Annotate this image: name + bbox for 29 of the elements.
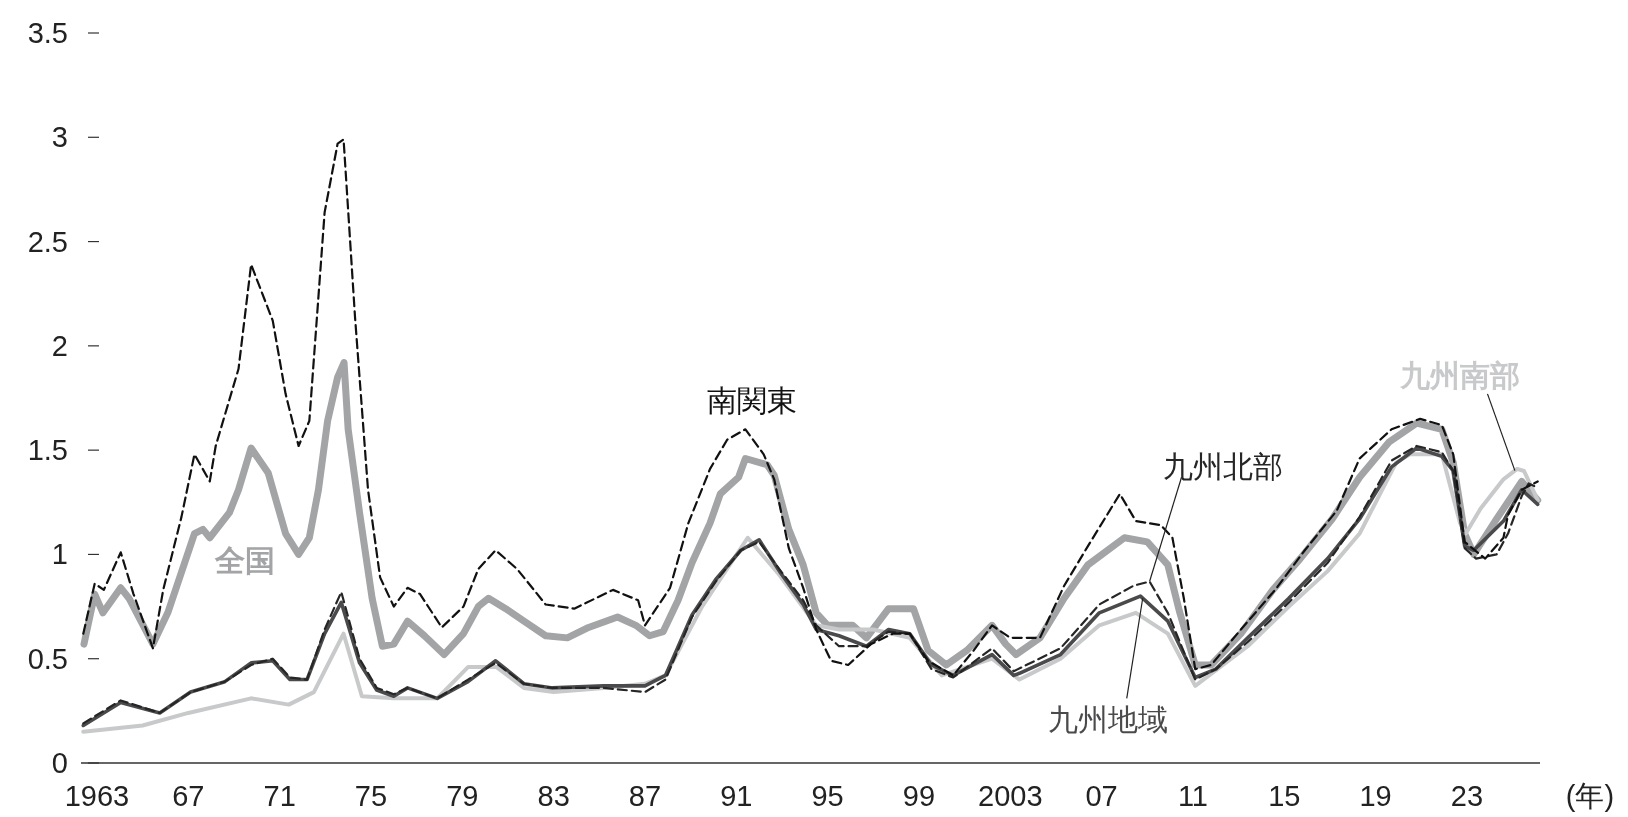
y-tick-label: 1 <box>51 538 68 571</box>
x-tick-label: 19 <box>1359 780 1392 812</box>
y-tick-label: 3.5 <box>27 17 68 49</box>
y-tick-label: 0.5 <box>27 642 68 675</box>
y-tick-label: 2 <box>51 329 68 362</box>
x-tick-label: 23 <box>1450 780 1484 812</box>
x-axis-title: (年) <box>1565 780 1615 812</box>
x-tick-label: 99 <box>902 780 936 812</box>
x-tick-label: 95 <box>811 780 844 812</box>
x-tick-label: 07 <box>1085 780 1118 812</box>
series-label: 全国 <box>214 544 276 578</box>
series-label: 九州地域 <box>1048 702 1169 736</box>
x-tick-label: 75 <box>354 780 388 812</box>
x-tick-label: 79 <box>446 780 479 812</box>
text: 九州北部 <box>1162 450 1283 484</box>
x-tick-label: 67 <box>172 780 205 812</box>
y-tick-label: 2.5 <box>27 225 68 258</box>
x-tick-label: 91 <box>720 780 753 812</box>
x-tick-label: 2003 <box>978 780 1043 812</box>
x-tick-label: 1963 <box>64 780 130 812</box>
y-tick-label: 3 <box>51 121 68 154</box>
series-label: 南関東 <box>707 383 798 417</box>
x-tick-label: 87 <box>628 780 662 812</box>
x-tick-label: 15 <box>1268 780 1301 812</box>
x-tick-label: 11 <box>1177 780 1208 812</box>
x-tick-label: 71 <box>263 780 296 812</box>
y-tick-label: 1.5 <box>27 434 68 467</box>
y-tick-label: 0 <box>51 747 68 779</box>
x-tick-label: 83 <box>537 780 570 812</box>
